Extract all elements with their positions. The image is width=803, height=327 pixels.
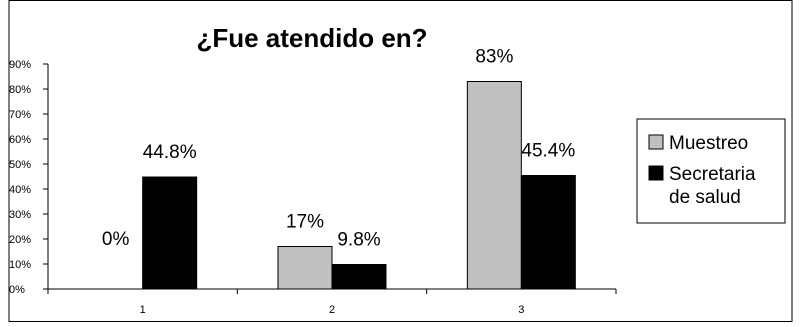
bar-secretaria-2	[331, 264, 387, 290]
legend-label: de salud	[669, 187, 741, 208]
y-tick-label: 30%	[9, 209, 31, 221]
legend-swatch	[648, 165, 664, 181]
y-tick-label: 10%	[9, 259, 31, 271]
y-tick-label: 60%	[9, 134, 31, 146]
y-tick-label: 40%	[9, 184, 31, 196]
y-tick-label: 20%	[9, 234, 31, 246]
bar-muestreo-3	[466, 81, 522, 290]
legend-label: Secretaria	[669, 164, 756, 185]
legend-swatch	[648, 134, 664, 150]
y-tick-label: 80%	[9, 84, 31, 96]
legend-label: Muestreo	[669, 133, 748, 154]
data-label: 9.8%	[337, 230, 380, 251]
x-tick-label: 3	[518, 304, 524, 316]
data-label: 0%	[102, 229, 130, 250]
data-label: 45.4%	[521, 141, 575, 162]
bar-secretaria-1	[142, 176, 198, 290]
y-tick-label: 50%	[9, 159, 31, 171]
x-tick-label: 2	[329, 304, 335, 316]
bar-muestreo-2	[277, 246, 333, 290]
chart-title: ¿Fue atendido en?	[196, 23, 427, 53]
x-tick-label: 1	[140, 304, 146, 316]
bars	[142, 81, 576, 290]
data-label: 83%	[475, 47, 513, 68]
y-tick-label: 70%	[9, 109, 31, 121]
data-label: 17%	[286, 212, 324, 233]
y-tick-label: 90%	[9, 59, 31, 71]
data-label: 44.8%	[143, 142, 197, 163]
y-tick-label: 0%	[9, 284, 25, 296]
data-labels: 0% 44.8% 17% 9.8% 83% 45.4%	[102, 47, 575, 251]
bar-secretaria-3	[520, 175, 576, 290]
